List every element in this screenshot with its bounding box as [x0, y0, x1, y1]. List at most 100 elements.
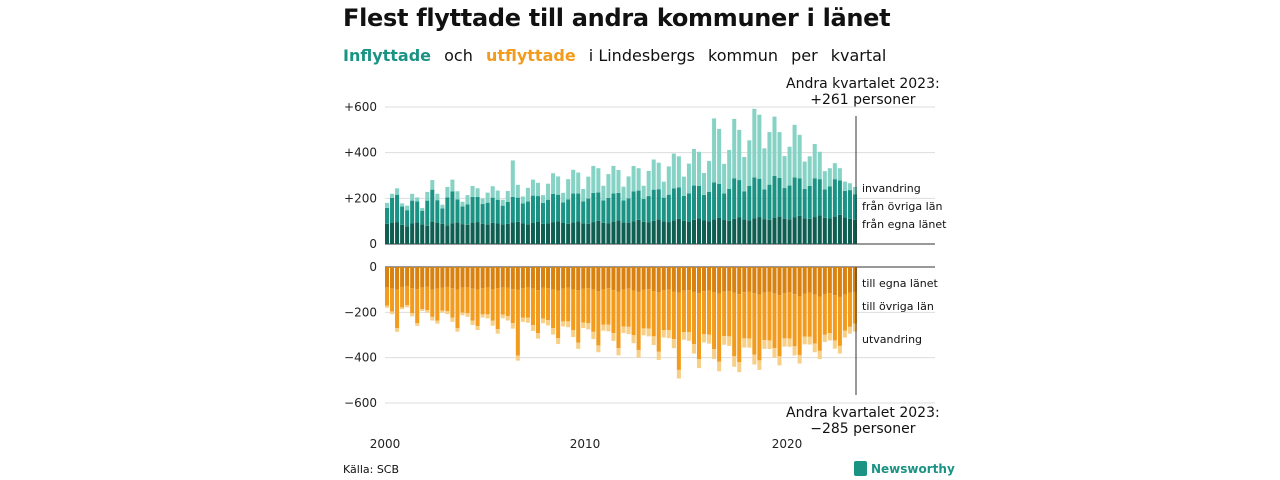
bar-bottom	[450, 288, 455, 318]
bar-top	[440, 204, 445, 209]
bar-bottom	[792, 346, 797, 356]
bar-bottom	[510, 323, 515, 329]
bar-bottom	[596, 345, 601, 353]
bar-bottom	[641, 267, 646, 290]
bar-top	[470, 196, 475, 223]
bar-top	[616, 192, 621, 221]
bar-top	[757, 178, 762, 218]
bar-bottom	[470, 267, 475, 289]
series-label-top: från egna länet	[862, 218, 947, 231]
bar-top	[546, 223, 551, 244]
chart-title: Flest flyttade till andra kommuner i län…	[343, 4, 891, 32]
annotation-top-line2: +261 personer	[810, 92, 916, 108]
annotation-bottom-line1: Andra kvartalet 2023:	[786, 405, 940, 421]
bar-bottom	[792, 267, 797, 295]
bar-bottom	[651, 336, 656, 345]
bar-top	[395, 194, 400, 223]
bar-top	[571, 169, 576, 194]
bar-top	[400, 224, 405, 244]
bar-top	[465, 195, 470, 205]
bar-bottom	[390, 311, 395, 315]
bar-top	[581, 201, 586, 224]
bar-top	[842, 190, 847, 218]
bar-top	[591, 192, 596, 223]
bar-top	[415, 201, 420, 223]
bar-bottom	[520, 288, 525, 318]
bar-top	[510, 160, 515, 197]
bar-top	[802, 161, 807, 189]
bar-top	[651, 159, 656, 190]
bar-bottom	[525, 267, 530, 288]
bar-bottom	[757, 267, 762, 295]
bar-bottom	[480, 267, 485, 289]
bar-bottom	[636, 349, 641, 358]
bar-bottom	[546, 267, 551, 289]
bar-bottom	[661, 290, 666, 331]
bar-top	[671, 153, 676, 189]
bar-top	[566, 199, 571, 224]
bar-bottom	[530, 288, 535, 326]
bar-bottom	[671, 339, 676, 349]
bar-bottom	[696, 293, 702, 360]
bar-bottom	[581, 288, 586, 323]
bar-bottom	[495, 329, 500, 334]
bar-top	[676, 156, 681, 188]
bar-top	[546, 199, 551, 224]
bar-bottom	[762, 292, 767, 341]
series-label-top: från övriga län	[862, 200, 942, 213]
bar-bottom	[490, 288, 495, 321]
bar-bottom	[802, 336, 807, 345]
bar-top	[712, 219, 717, 244]
bar-bottom	[621, 289, 626, 327]
bar-top	[576, 193, 581, 222]
bar-bottom	[460, 267, 465, 288]
bar-bottom	[520, 267, 525, 289]
brand-logo[interactable]: Newsworthy	[854, 461, 955, 476]
bar-bottom	[847, 267, 852, 293]
bar-bottom	[852, 267, 857, 292]
bar-bottom	[440, 310, 445, 313]
bar-top	[515, 221, 520, 244]
bar-bottom	[696, 267, 702, 294]
bar-bottom	[460, 312, 465, 316]
bar-top	[415, 222, 420, 244]
bar-top	[802, 218, 807, 244]
bar-bottom	[722, 267, 727, 292]
bar-bottom	[747, 267, 752, 292]
bar-bottom	[420, 287, 425, 310]
bar-bottom	[440, 287, 445, 311]
bar-top	[591, 222, 596, 244]
bar-bottom	[475, 325, 480, 331]
bar-bottom	[395, 267, 400, 290]
bar-bottom	[782, 338, 787, 347]
bar-top	[817, 179, 822, 216]
bar-bottom	[832, 340, 837, 349]
bar-top	[727, 188, 732, 221]
bar-bottom	[566, 267, 571, 288]
bar-bottom	[727, 291, 732, 337]
bar-bottom	[686, 290, 691, 333]
bar-bottom	[852, 291, 857, 324]
bar-bottom	[671, 291, 676, 340]
bar-top	[717, 128, 722, 184]
series-labels: invandring från övriga län från egna länet…	[862, 182, 947, 346]
bar-top	[495, 199, 500, 224]
bar-top	[666, 222, 671, 244]
subtitle-rest1: i Lindesbergs	[588, 46, 695, 65]
bar-bottom	[576, 267, 581, 291]
bar-bottom	[827, 267, 832, 294]
bar-bottom	[807, 267, 812, 293]
bar-top	[525, 224, 530, 244]
bar-bottom	[395, 328, 400, 332]
bar-bottom	[561, 267, 566, 289]
bar-top	[827, 186, 832, 219]
bar-top	[621, 186, 626, 201]
bar-top	[737, 129, 742, 181]
bar-top	[757, 217, 762, 244]
bar-top	[782, 188, 787, 219]
bar-bottom	[822, 334, 827, 343]
bar-bottom	[852, 323, 857, 332]
bar-top	[737, 180, 742, 218]
bar-top	[530, 195, 535, 223]
bar-top	[566, 179, 571, 200]
